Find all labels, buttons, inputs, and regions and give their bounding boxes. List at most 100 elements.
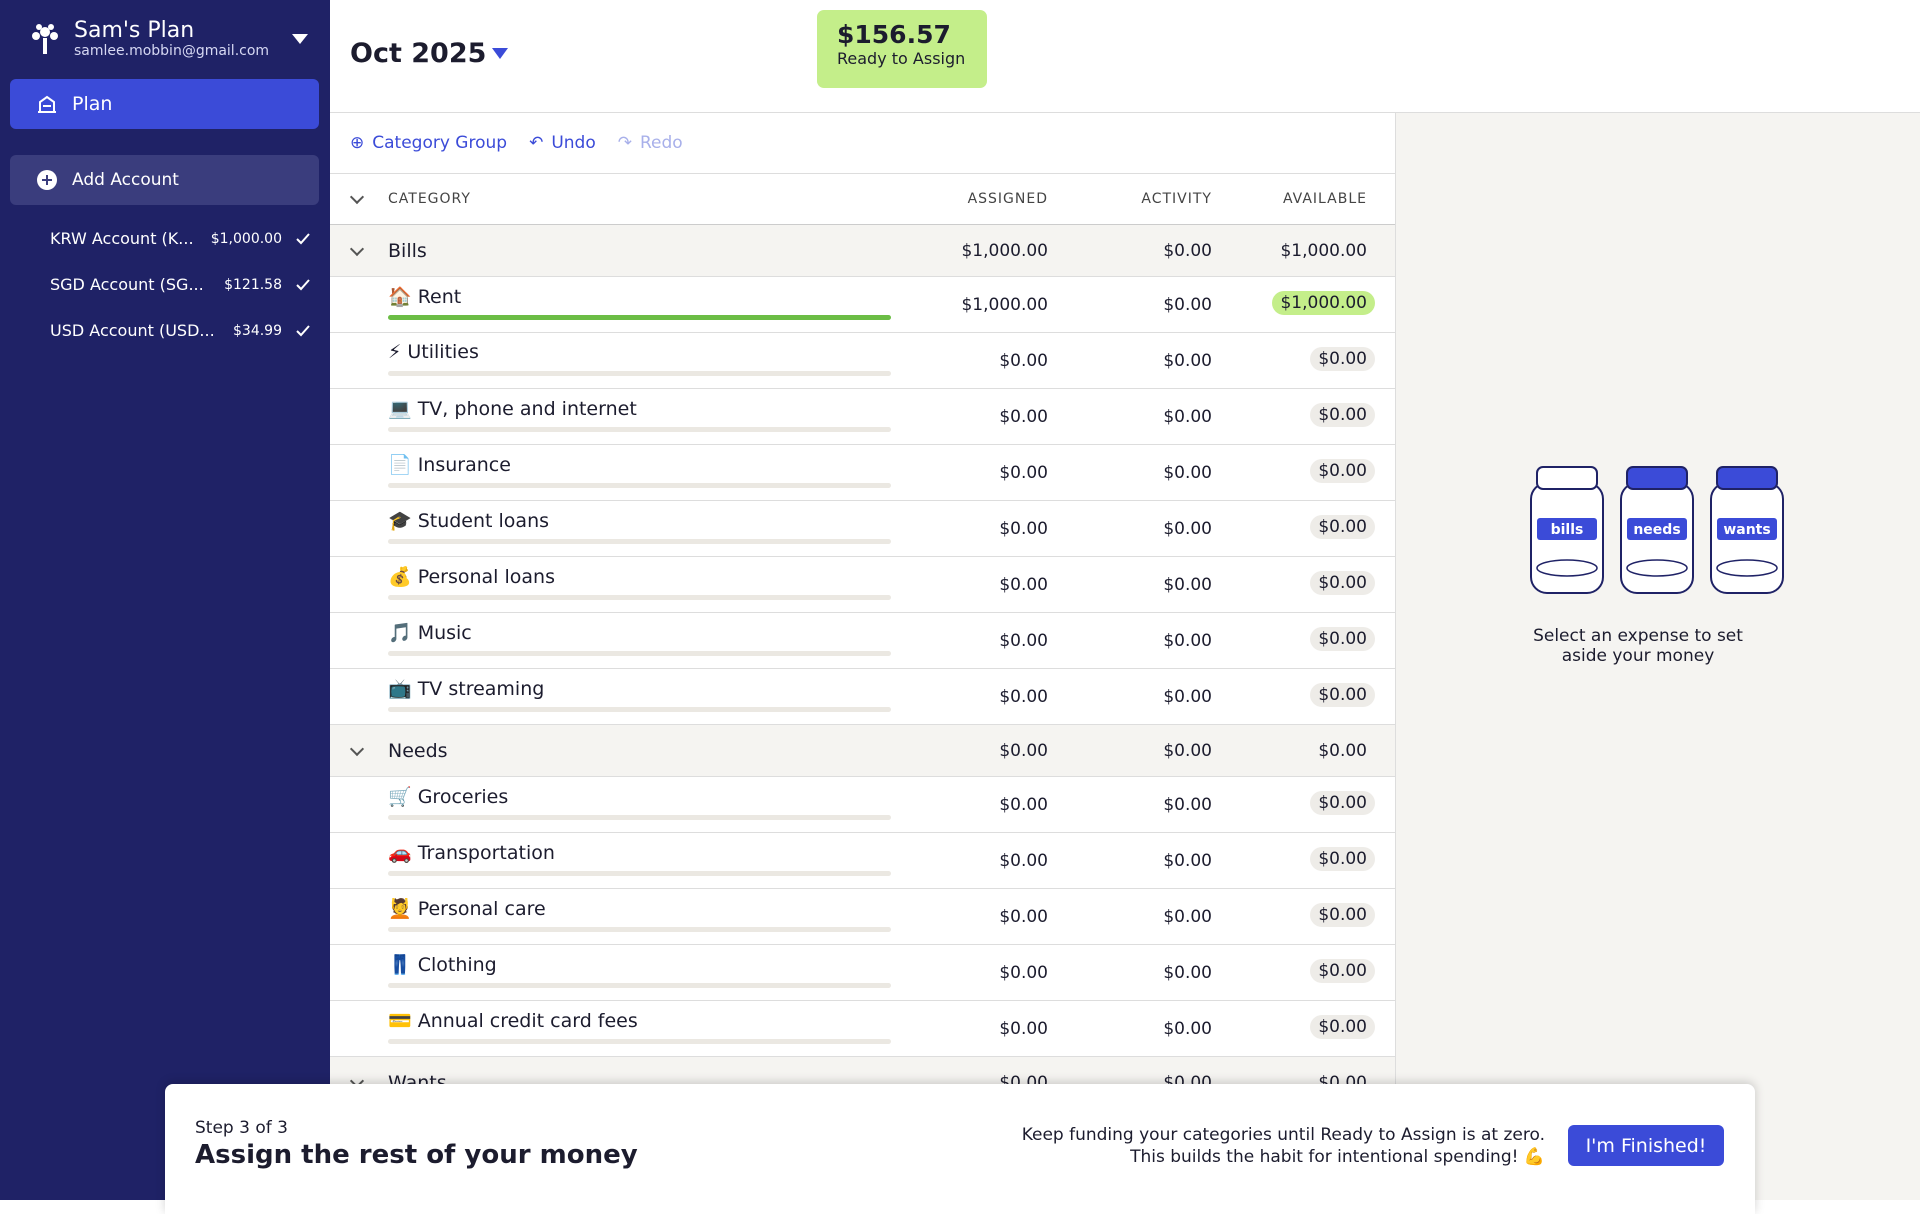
jar-lid [1716, 466, 1778, 490]
category-name: 🎵 Music [388, 622, 472, 644]
add-icon [37, 170, 57, 190]
category-activity: $0.00 [1163, 851, 1212, 871]
group-assigned: $1,000.00 [961, 240, 1048, 261]
plan-switcher[interactable]: Sam's Plan samlee.mobbin@gmail.com [28, 18, 269, 59]
collapse-all[interactable] [349, 189, 365, 205]
account[interactable]: KRW Account (K... $1,000.00 [50, 229, 310, 248]
category-name: 🎓 Student loans [388, 510, 550, 532]
account[interactable]: USD Account (USD... $34.99 [50, 321, 310, 340]
progress-bar [388, 539, 891, 544]
toolbar: ⊕ Category Group ↶ Undo ↷ Redo [330, 113, 1395, 174]
group-row[interactable]: Needs $0.00 $0.00 $0.00 [330, 725, 1395, 777]
footer-message: Keep funding your categories until Ready… [1022, 1124, 1545, 1168]
category-available[interactable]: $0.00 [1310, 459, 1375, 483]
category-row[interactable]: 💳 Annual credit card fees $0.00 $0.00 $0.00 [330, 1001, 1395, 1057]
jar-label: bills [1551, 522, 1584, 538]
account-name: SGD Account (SG... [50, 275, 204, 294]
group-row[interactable]: Bills $1,000.00 $0.00 $1,000.00 [330, 225, 1395, 277]
check-path [296, 278, 310, 290]
category-name: ⚡ Utilities [388, 341, 479, 363]
category-available[interactable]: $0.00 [1310, 571, 1375, 595]
category-available[interactable]: $0.00 [1310, 403, 1375, 427]
plan-name: Sam's Plan [74, 18, 195, 43]
category-name: 👖 Clothing [388, 954, 497, 976]
jar-label-bg [1717, 518, 1777, 540]
plan-nav[interactable]: Plan [10, 79, 319, 129]
category-assigned: $0.00 [999, 575, 1048, 595]
category-name: 💻 TV, phone and internet [388, 398, 637, 420]
add-account[interactable]: Add Account [10, 155, 319, 205]
group-activity: $0.00 [1163, 740, 1212, 761]
check-icon [296, 278, 310, 290]
toolbar-button[interactable]: ↷ Redo [618, 133, 683, 153]
account-name: KRW Account (K... [50, 229, 194, 248]
category-available[interactable]: $0.00 [1310, 959, 1375, 983]
check-path [296, 232, 310, 244]
category-row[interactable]: 📄 Insurance $0.00 $0.00 $0.00 [330, 445, 1395, 501]
category-row[interactable]: 💻 TV, phone and internet $0.00 $0.00 $0.00 [330, 389, 1395, 445]
category-row[interactable]: 🎵 Music $0.00 $0.00 $0.00 [330, 613, 1395, 669]
add-account-label: Add Account [72, 170, 179, 190]
category-row[interactable]: 📺 TV streaming $0.00 $0.00 $0.00 [330, 669, 1395, 725]
column-label: ACTIVITY [1141, 191, 1212, 207]
finish-button[interactable]: I'm Finished! [1568, 1125, 1724, 1166]
toolbar-icon: ⊕ [350, 133, 365, 153]
category-row[interactable]: 👖 Clothing $0.00 $0.00 $0.00 [330, 945, 1395, 1001]
category-activity: $0.00 [1163, 575, 1212, 595]
progress-bar [388, 315, 891, 320]
jar-bottom [1716, 559, 1778, 577]
budget-table: ⊕ Category Group ↶ Undo ↷ Redo CATEGORY ASSIGN… [330, 113, 1396, 1200]
progress-bar [388, 427, 891, 432]
category-available[interactable]: $0.00 [1310, 903, 1375, 927]
ready-label: Ready to Assign [837, 49, 966, 68]
category-activity: $0.00 [1163, 1019, 1212, 1039]
category-available[interactable]: $1,000.00 [1272, 291, 1375, 315]
category-assigned: $0.00 [999, 631, 1048, 651]
category-assigned: $0.00 [999, 795, 1048, 815]
category-available[interactable]: $0.00 [1310, 1015, 1375, 1039]
category-activity: $0.00 [1163, 463, 1212, 483]
category-name: 🛒 Groceries [388, 786, 509, 808]
toolbar-button[interactable]: ⊕ Category Group [350, 133, 507, 153]
dropdown-caret[interactable] [292, 34, 308, 44]
category-name: 📄 Insurance [388, 454, 511, 476]
collapse-toggle[interactable] [349, 241, 365, 256]
category-available[interactable]: $0.00 [1310, 683, 1375, 707]
month: Oct 2025 [350, 38, 487, 69]
category-row[interactable]: ⚡ Utilities $0.00 $0.00 $0.00 [330, 333, 1395, 389]
category-assigned: $1,000.00 [961, 295, 1048, 315]
category-activity: $0.00 [1163, 351, 1212, 371]
category-available[interactable]: $0.00 [1310, 347, 1375, 371]
ready-to-assign[interactable]: $156.57 Ready to Assign [817, 10, 987, 88]
toolbar-button[interactable]: ↶ Undo [529, 133, 596, 153]
category-row[interactable]: 🎓 Student loans $0.00 $0.00 $0.00 [330, 501, 1395, 557]
category-row[interactable]: 🛒 Groceries $0.00 $0.00 $0.00 [330, 777, 1395, 833]
nav-label: Plan [72, 93, 113, 115]
month-picker[interactable]: Oct 2025 [350, 38, 509, 69]
header: Oct 2025 $156.57 Ready to Assign [330, 0, 1920, 113]
collapse-toggle[interactable] [349, 741, 365, 756]
jar-label-bg [1627, 518, 1687, 540]
category-row[interactable]: 💆 Personal care $0.00 $0.00 $0.00 [330, 889, 1395, 945]
category-row[interactable]: 🏠 Rent $1,000.00 $0.00 $1,000.00 [330, 277, 1395, 333]
category-assigned: $0.00 [999, 851, 1048, 871]
message-line: Keep funding your categories until Ready… [1021, 1125, 1545, 1145]
category-available[interactable]: $0.00 [1310, 847, 1375, 871]
category-available[interactable]: $0.00 [1310, 515, 1375, 539]
category-row[interactable]: 💰 Personal loans $0.00 $0.00 $0.00 [330, 557, 1395, 613]
category-row[interactable]: 🚗 Transportation $0.00 $0.00 $0.00 [330, 833, 1395, 889]
progress-bar [388, 815, 891, 820]
category-activity: $0.00 [1163, 407, 1212, 427]
step: Step 3 of 3 [195, 1118, 288, 1138]
category-assigned: $0.00 [999, 351, 1048, 371]
jars-illustration: bills needs wants [1530, 466, 1784, 594]
category-available[interactable]: $0.00 [1310, 791, 1375, 815]
category-activity: $0.00 [1163, 631, 1212, 651]
account[interactable]: SGD Account (SG... $121.58 [50, 275, 310, 294]
category-assigned: $0.00 [999, 687, 1048, 707]
category-assigned: $0.00 [999, 907, 1048, 927]
category-assigned: $0.00 [999, 463, 1048, 483]
category-available[interactable]: $0.00 [1310, 627, 1375, 651]
jar-label-bg [1537, 518, 1597, 540]
month-caret [492, 47, 509, 59]
